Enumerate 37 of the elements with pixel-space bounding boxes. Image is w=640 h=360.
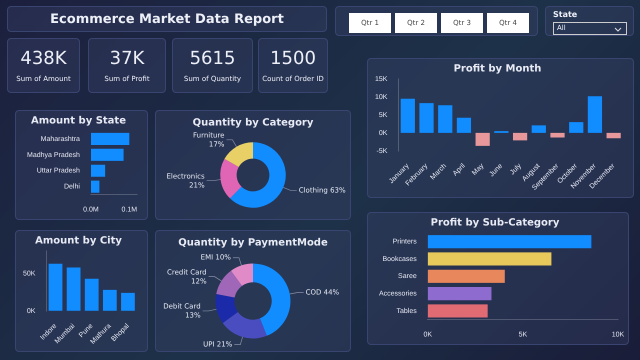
bar: [84, 278, 99, 311]
text: 5615: [188, 48, 236, 69]
chart-title: Quantity by Category: [192, 118, 314, 129]
text: 438K: [19, 48, 68, 69]
bar: [588, 96, 602, 133]
bar: [90, 132, 130, 145]
bar: [102, 290, 117, 311]
bar: [428, 270, 505, 283]
bar: [428, 252, 552, 266]
text: 37K: [108, 48, 146, 69]
chart-title: Profit by Month: [454, 64, 542, 75]
chart-title: Quantity by PaymentMode: [178, 238, 328, 249]
bar: [550, 132, 565, 138]
bar: [90, 164, 106, 177]
bar: [419, 103, 434, 133]
chart-title: Profit by Sub-Category: [430, 218, 560, 229]
bar: [606, 132, 621, 138]
text: Ecommerce Market Data Report: [8, 7, 326, 31]
bar: [48, 264, 62, 311]
bar: [121, 292, 135, 311]
bar: [66, 267, 80, 311]
bar: [428, 304, 488, 318]
bar: [476, 132, 490, 146]
bar: [90, 180, 100, 193]
bar: [512, 132, 528, 140]
chart-title: Amount by City: [35, 236, 122, 247]
bar: [400, 98, 415, 133]
bar: [532, 125, 546, 133]
bar: [428, 235, 592, 248]
bar: [569, 122, 584, 133]
text: State: [553, 10, 578, 19]
bar: [428, 287, 492, 300]
bar: [438, 105, 452, 133]
text: 1500: [269, 48, 317, 69]
bar: [456, 118, 472, 133]
chart-title: Amount by State: [31, 116, 126, 127]
bar: [90, 148, 124, 161]
